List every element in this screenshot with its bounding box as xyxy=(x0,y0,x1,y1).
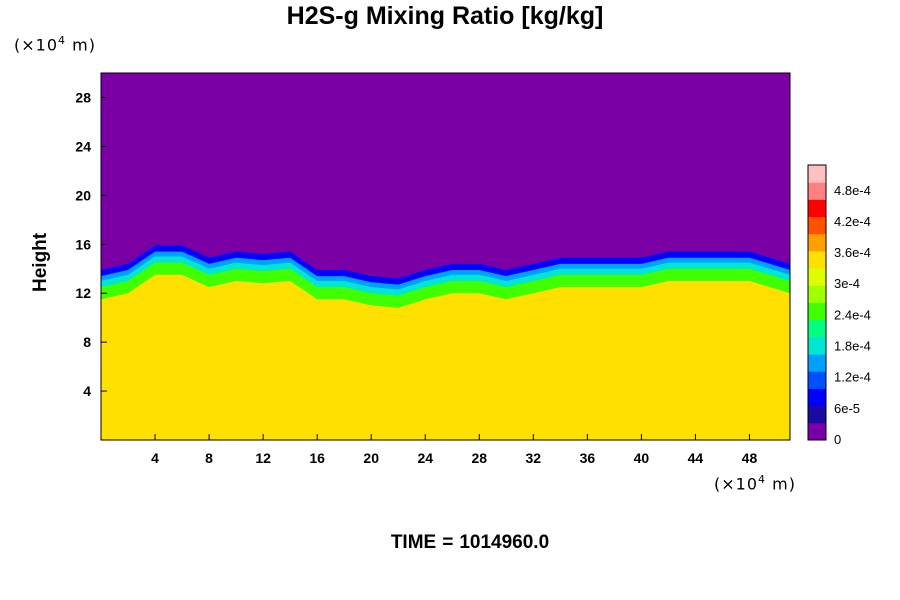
colorbar-segment xyxy=(808,233,826,252)
y-tick-label: 8 xyxy=(83,334,91,350)
x-tick-label: 4 xyxy=(151,450,159,466)
x-tick-label: 44 xyxy=(688,450,704,466)
colorbar-segment xyxy=(808,336,826,355)
plot-frame xyxy=(100,72,791,441)
colorbar-segment xyxy=(808,371,826,389)
colorbar-segment xyxy=(808,354,826,372)
colorbar-label: 1.2e-4 xyxy=(834,370,871,385)
x-tick-label: 32 xyxy=(526,450,542,466)
x-tick-label: 24 xyxy=(417,450,433,466)
time-equals: = xyxy=(442,532,454,553)
colorbar-segment xyxy=(808,422,826,441)
colorbar-segment xyxy=(808,319,826,338)
time-label: TIME xyxy=(390,532,437,553)
x-tick-label: 20 xyxy=(363,450,379,466)
x-axis-unit: (×104 m) xyxy=(714,473,796,494)
colorbar-segment xyxy=(808,285,826,303)
colorbar-label: 4.8e-4 xyxy=(834,183,871,198)
colorbar-segment xyxy=(808,182,826,200)
colorbar-segment xyxy=(808,405,826,424)
colorbar-segment xyxy=(808,250,826,269)
y-tick-label: 12 xyxy=(75,285,91,301)
y-tick-label: 24 xyxy=(75,138,91,154)
colorbar-segment xyxy=(808,199,826,218)
x-tick-label: 40 xyxy=(634,450,650,466)
x-tick-label: 16 xyxy=(309,450,325,466)
x-tick-label: 8 xyxy=(205,450,213,466)
colorbar-segment xyxy=(808,268,826,286)
colorbar-frame xyxy=(807,164,827,441)
y-tick-label: 20 xyxy=(75,187,91,203)
colorbar-label: 2.4e-4 xyxy=(834,307,871,322)
colorbar-segment xyxy=(808,165,826,183)
lower-layer-field xyxy=(101,274,790,440)
y-axis-unit: (×104 m) xyxy=(14,34,96,55)
colorbar-segment xyxy=(808,302,826,321)
x-tick-label: 36 xyxy=(580,450,596,466)
time-readout: TIME = 1014960.0 xyxy=(0,532,900,554)
x-tick-label: 12 xyxy=(255,450,271,466)
y-tick-label: 16 xyxy=(75,236,91,252)
colorbar-segment xyxy=(808,216,826,235)
y-tick-label: 28 xyxy=(75,89,91,105)
colorbar-segment xyxy=(808,388,826,407)
x-tick-label: 28 xyxy=(471,450,487,466)
time-value: 1014960.0 xyxy=(459,532,550,553)
colorbar-label: 0 xyxy=(834,432,841,447)
colorbar-label: 3e-4 xyxy=(834,276,860,291)
chart-title: H2S-g Mixing Ratio [kg/kg] xyxy=(286,2,604,30)
colorbar-label: 6e-5 xyxy=(834,401,860,416)
y-tick-label: 4 xyxy=(83,383,91,399)
colorbar-label: 3.6e-4 xyxy=(834,245,871,260)
colorbar-label: 1.8e-4 xyxy=(834,339,871,354)
colorbar-label: 4.2e-4 xyxy=(834,214,871,229)
x-tick-label: 48 xyxy=(742,450,758,466)
